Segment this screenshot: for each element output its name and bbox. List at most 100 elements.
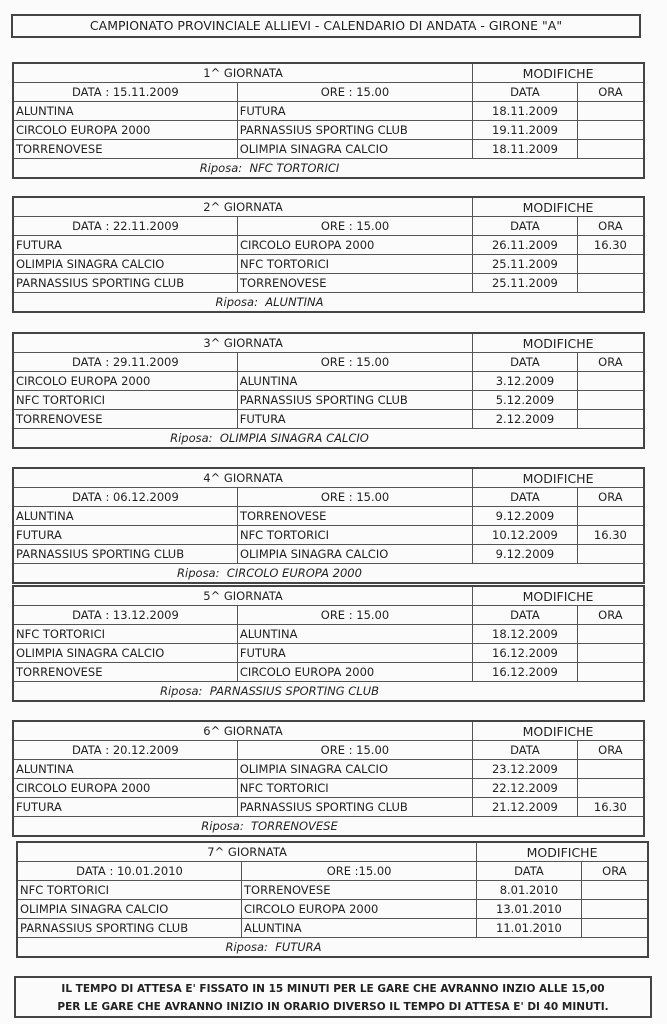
giornata-table: 2^ GIORNATA MODIFICHE DATA : 22.11.2009 ORE… [12,196,645,313]
cell: ORA [576,740,645,760]
cell: ALUNTINA [236,371,474,391]
cell: CIRCOLO EUROPA 2000 [12,778,238,798]
cell: DATA [476,861,582,881]
cell: ORE : 15.00 [236,82,474,102]
cell: DATA : 20.12.2009 [12,740,238,760]
cell [576,759,645,779]
cell [580,918,649,938]
rest-label: Riposa: [160,683,203,698]
round-header: 3^ GIORNATA MODIFICHE [12,332,645,353]
cell: MODIFICHE [472,720,645,741]
cell: PARNASSIUS SPORTING CLUB [236,120,474,140]
cell: 16.30 [576,525,645,545]
cell: ORE : 15.00 [236,216,474,236]
cell: ORA [576,82,645,102]
cell: 25.11.2009 [472,273,578,293]
cell: 26.11.2009 [472,235,578,255]
rest-team: Riposa: CIRCOLO EUROPA 2000 [12,563,645,584]
rest-team-name: PARNASSIUS SPORTING CLUB [209,683,379,698]
cell: FUTURA [236,409,474,429]
match-row: ALUNTINA OLIMPIA SINAGRA CALCIO 23.12.2009 [12,759,645,779]
cell: DATA : 13.12.2009 [12,605,238,625]
cell [576,390,645,410]
cell: 18.11.2009 [472,139,578,159]
cell: DATA [472,216,578,236]
cell: ORA [576,487,645,507]
cell: 19.11.2009 [472,120,578,140]
cell: TORRENOVESE [241,880,478,900]
rest-team: Riposa: OLIMPIA SINAGRA CALCIO [12,428,645,449]
cell: ORA [576,216,645,236]
rest-label: Riposa: [177,565,220,580]
cell: 21.12.2009 [472,797,578,817]
cell: FUTURA [12,525,238,545]
round-header: 1^ GIORNATA MODIFICHE [12,62,645,83]
cell: FUTURA [12,797,238,817]
match-row: TORRENOVESE OLIMPIA SINAGRA CALCIO 18.11.2… [12,139,645,159]
giornata-table: 3^ GIORNATA MODIFICHE DATA : 29.11.2009 ORE… [12,332,645,449]
rest-team: Riposa: ALUNTINA [12,292,645,313]
cell [576,506,645,526]
cell: 16.30 [576,797,645,817]
rest-team-name: CIRCOLO EUROPA 2000 [226,565,362,580]
cell: 23.12.2009 [472,759,578,779]
match-row: CIRCOLO EUROPA 2000 ALUNTINA 3.12.2009 [12,371,645,391]
cell [576,624,645,644]
cell: 18.12.2009 [472,624,578,644]
cell [576,662,645,682]
cell: 11.01.2010 [476,918,582,938]
rest-label: Riposa: [215,294,258,309]
cell [580,880,649,900]
match-row: TORRENOVESE CIRCOLO EUROPA 2000 16.12.2009 [12,662,645,682]
cell: OLIMPIA SINAGRA CALCIO [236,139,474,159]
round-name: 7^ GIORNATA [16,841,478,862]
cell: TORRENOVESE [12,409,238,429]
match-row: FUTURA PARNASSIUS SPORTING CLUB 21.12.2009… [12,797,645,817]
note-line: IL TEMPO DI ATTESA E' FISSATO IN 15 MINU… [61,983,605,995]
page-title: CAMPIONATO PROVINCIALE ALLIEVI - CALENDA… [11,14,641,38]
cell: 5.12.2009 [472,390,578,410]
cell [576,254,645,274]
rest-row: Riposa: TORRENOVESE [12,816,645,837]
cell: MODIFICHE [472,196,645,217]
cell: ORE : 15.00 [236,605,474,625]
cell: TORRENOVESE [12,139,238,159]
round-name: 6^ GIORNATA [12,720,474,741]
cell [576,544,645,564]
cell: NFC TORTORICI [236,254,474,274]
cell [576,409,645,429]
giornata-table: 5^ GIORNATA MODIFICHE DATA : 13.12.2009 ORE… [12,585,645,702]
cell: ORE : 15.00 [236,487,474,507]
cell: 10.12.2009 [472,525,578,545]
match-row: FUTURA CIRCOLO EUROPA 2000 26.11.2009 16.30 [12,235,645,255]
cell: MODIFICHE [472,585,645,606]
cell: PARNASSIUS SPORTING CLUB [236,390,474,410]
cell: DATA [472,605,578,625]
cell: DATA : 06.12.2009 [12,487,238,507]
rest-label: Riposa: [199,160,243,175]
giornata-table: 7^ GIORNATA MODIFICHE DATA : 10.01.2010 ORE… [16,841,649,958]
match-row: PARNASSIUS SPORTING CLUB OLIMPIA SINAGRA … [12,544,645,564]
round-header: 6^ GIORNATA MODIFICHE [12,720,645,741]
cell: CIRCOLO EUROPA 2000 [236,235,474,255]
cell [576,643,645,663]
cell: NFC TORTORICI [12,390,238,410]
round-header: 7^ GIORNATA MODIFICHE [16,841,649,862]
round-name: 1^ GIORNATA [12,62,474,83]
match-row: OLIMPIA SINAGRA CALCIO CIRCOLO EUROPA 200… [16,899,649,919]
round-subheader: DATA : 10.01.2010 ORE :15.00 DATA ORA [16,861,649,881]
cell: 9.12.2009 [472,544,578,564]
rest-label: Riposa: [225,939,268,954]
cell [580,899,649,919]
match-row: CIRCOLO EUROPA 2000 NFC TORTORICI 22.12.20… [12,778,645,798]
cell: DATA [472,487,578,507]
cell [576,371,645,391]
cell: ALUNTINA [12,759,238,779]
round-subheader: DATA : 06.12.2009 ORE : 15.00 DATA ORA [12,487,645,507]
cell: TORRENOVESE [12,662,238,682]
waiting-time-note: IL TEMPO DI ATTESA E' FISSATO IN 15 MINU… [14,976,652,1018]
cell: 9.12.2009 [472,506,578,526]
match-row: NFC TORTORICI TORRENOVESE 8.01.2010 [16,880,649,900]
rest-team-name: FUTURA [275,939,322,954]
cell: OLIMPIA SINAGRA CALCIO [236,759,474,779]
